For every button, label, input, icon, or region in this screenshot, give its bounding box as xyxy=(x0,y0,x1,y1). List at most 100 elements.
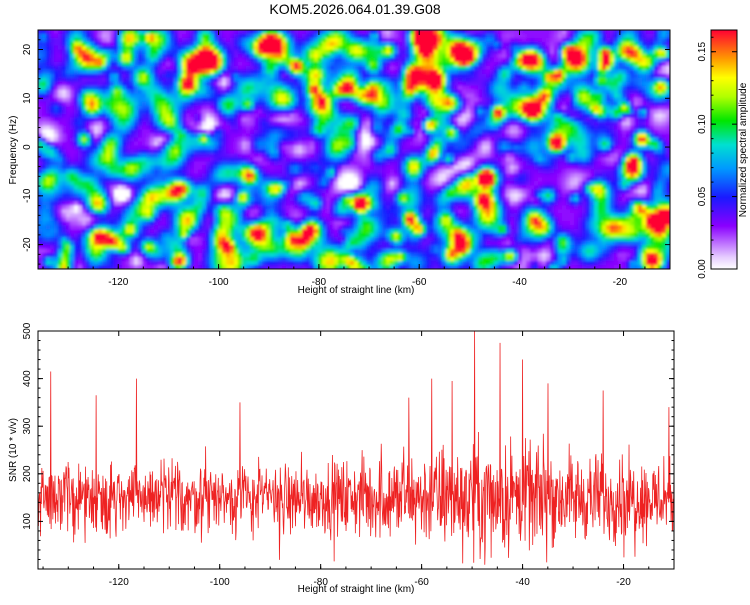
spectrogram-cell xyxy=(230,45,235,51)
spectrogram-cell xyxy=(330,137,335,142)
spectrogram-cell xyxy=(526,33,531,39)
spectrogram-cell xyxy=(102,149,107,154)
spectrogram-cell xyxy=(174,85,179,91)
spectrogram-cell xyxy=(558,137,563,142)
spectrogram-cell xyxy=(394,81,399,87)
spectrogram-cell xyxy=(162,53,167,59)
spectrogram-cell xyxy=(474,89,479,95)
spectrogram-cell xyxy=(218,153,223,158)
spectrogram-cell xyxy=(518,101,523,107)
spectrogram-cell xyxy=(70,137,75,142)
spectrogram-cell xyxy=(134,129,139,134)
spectrogram-cell xyxy=(542,149,547,154)
spectrogram-cell xyxy=(242,105,247,111)
spectrogram-cell xyxy=(458,89,463,95)
spectrogram-cell xyxy=(354,121,359,126)
spectrogram-cell xyxy=(458,93,463,99)
spectrogram-cell xyxy=(234,30,239,35)
spectrogram-cell xyxy=(290,89,295,95)
spectrogram-cell xyxy=(314,125,319,130)
spectrogram-cell xyxy=(382,93,387,99)
spectrogram-cell xyxy=(70,81,75,87)
spectrogram-cell xyxy=(534,30,539,35)
spectrogram-cell xyxy=(258,57,263,63)
spectrogram-cell xyxy=(614,145,619,150)
spectrogram-cell xyxy=(622,61,627,67)
spectrogram-cell xyxy=(374,97,379,103)
spectrogram-cell xyxy=(634,97,639,103)
spectrogram-cell xyxy=(174,69,179,75)
spectrogram-cell xyxy=(94,77,99,83)
spectrogram-cell xyxy=(406,149,411,154)
spectrogram-cell xyxy=(394,30,399,35)
spectrogram-cell xyxy=(618,133,623,138)
spectrogram-cell xyxy=(450,69,455,75)
spectrogram-cell xyxy=(86,109,91,115)
spectrogram-cell xyxy=(130,133,135,138)
spectrogram-cell xyxy=(174,109,179,115)
spectrogram-cell xyxy=(530,121,535,126)
spectrogram-cell xyxy=(250,105,255,111)
spectrogram-cell xyxy=(446,85,451,91)
spectrogram-cell xyxy=(102,33,107,39)
spectrogram-cell xyxy=(50,113,55,119)
spectrogram-cell xyxy=(182,30,187,35)
spectrogram-cell xyxy=(514,117,519,123)
spectrogram-cell xyxy=(66,45,71,51)
spectrogram-cell xyxy=(178,153,183,158)
spectrogram-cell xyxy=(134,77,139,83)
spectrogram-cell xyxy=(198,73,203,79)
spectrogram-cell xyxy=(654,145,659,150)
spectrogram-cell xyxy=(622,117,627,123)
spectrogram-cell xyxy=(662,129,667,134)
spectrogram-cell xyxy=(270,65,275,71)
spectrogram-cell xyxy=(82,97,87,103)
spectrogram-cell xyxy=(630,137,635,142)
spectrogram-cell xyxy=(162,57,167,63)
spectrogram-cell xyxy=(106,105,111,111)
spectrogram-cell xyxy=(486,109,491,115)
spectrogram-cell xyxy=(486,113,491,119)
spectrogram-cell xyxy=(314,81,319,87)
spectrogram-cell xyxy=(346,85,351,91)
spectrogram-cell xyxy=(594,33,599,39)
spectrogram-cell xyxy=(318,89,323,95)
spectrogram-cell xyxy=(598,89,603,95)
spectrogram-cell xyxy=(590,141,595,146)
spectrogram-cell xyxy=(150,145,155,150)
spectrogram-cell xyxy=(310,133,315,138)
spectrogram-cell xyxy=(494,89,499,95)
spectrogram-cell xyxy=(574,125,579,130)
spectrogram-cell xyxy=(114,113,119,119)
spectrogram-cell xyxy=(182,109,187,115)
spectrogram-cell xyxy=(162,121,167,126)
spectrogram-cell xyxy=(154,121,159,126)
spectrogram-cell xyxy=(90,77,95,83)
spectrogram-cell xyxy=(222,121,227,126)
spectrogram-cell xyxy=(170,125,175,130)
spectrogram-cell xyxy=(122,129,127,134)
spectrogram-cell xyxy=(110,57,115,63)
spectrogram-cell xyxy=(342,57,347,63)
spectrogram-cell xyxy=(634,121,639,126)
spectrogram-cell xyxy=(350,45,355,51)
spectrogram-cell xyxy=(534,133,539,138)
spectrogram-cell xyxy=(582,81,587,87)
spectrogram-cell xyxy=(202,113,207,119)
spectrogram-cell xyxy=(298,49,303,55)
spectrogram-cell xyxy=(550,73,555,79)
spectrogram-cell xyxy=(606,77,611,83)
spectrogram-cell xyxy=(594,133,599,138)
spectrogram-cell xyxy=(642,125,647,130)
spectrogram-cell xyxy=(230,41,235,47)
spectrogram-cell xyxy=(438,97,443,103)
spectrogram-cell xyxy=(122,49,127,55)
spectrogram-cell xyxy=(178,81,183,87)
spectrogram-cell xyxy=(574,109,579,115)
spectrogram-cell xyxy=(310,65,315,71)
spectrogram-cell xyxy=(190,89,195,95)
spectrogram-cell xyxy=(94,105,99,111)
spectrogram-cell xyxy=(266,133,271,138)
spectrogram-cell xyxy=(66,105,71,111)
spectrogram-cell xyxy=(182,97,187,103)
